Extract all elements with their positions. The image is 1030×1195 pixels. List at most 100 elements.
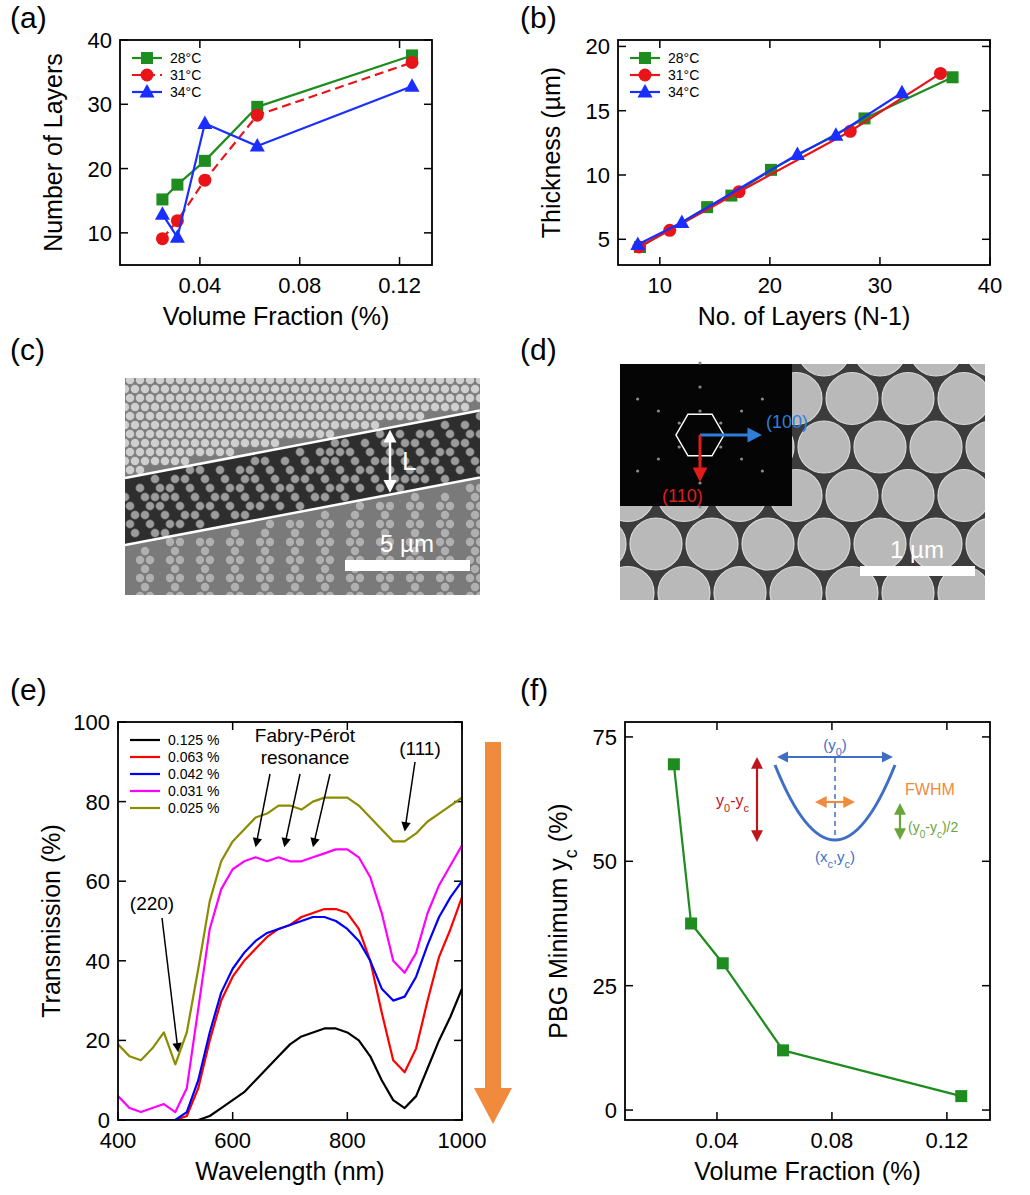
debris xyxy=(411,583,419,591)
debris xyxy=(356,538,364,546)
sphere xyxy=(375,411,384,420)
point xyxy=(668,758,680,770)
y-tick xyxy=(625,985,633,987)
sphere xyxy=(145,411,154,420)
sphere xyxy=(145,393,154,402)
sem-image: (d)(100)(110)1 µm xyxy=(520,324,1018,619)
x-tick xyxy=(831,1112,833,1120)
sphere xyxy=(466,430,475,439)
series-line xyxy=(162,86,412,237)
debris xyxy=(316,520,324,528)
debris xyxy=(141,583,149,591)
y-tick xyxy=(454,1040,462,1042)
annotation-arrow xyxy=(162,918,182,1052)
x-tick-label: 0.12 xyxy=(925,1128,968,1153)
sphere xyxy=(200,384,209,393)
sphere xyxy=(345,378,354,385)
debris xyxy=(166,574,174,582)
debris xyxy=(381,511,389,519)
debris xyxy=(176,538,184,546)
sphere xyxy=(225,411,234,420)
sphere xyxy=(316,466,325,475)
sphere xyxy=(125,378,134,385)
y-tick xyxy=(982,110,990,112)
sphere xyxy=(340,402,349,411)
sphere xyxy=(280,402,289,411)
sphere xyxy=(241,475,250,484)
subscript: c xyxy=(827,858,833,870)
sphere xyxy=(350,384,359,393)
sphere xyxy=(441,421,450,430)
sphere xyxy=(156,484,165,493)
panel-letter: (d) xyxy=(520,333,557,366)
y-tick xyxy=(120,104,128,106)
sphere xyxy=(125,438,130,447)
arrow-head xyxy=(401,822,410,832)
debris xyxy=(291,565,299,573)
figure: (a)0.040.080.1210203040Volume Fraction (… xyxy=(0,0,1030,1195)
sphere xyxy=(476,412,480,421)
debris xyxy=(176,574,184,582)
sphere xyxy=(405,411,414,420)
sphere xyxy=(320,420,329,429)
debris xyxy=(266,538,274,546)
sphere xyxy=(235,429,244,438)
inset-label: y0-yc xyxy=(716,792,749,814)
sphere xyxy=(360,402,369,411)
sphere xyxy=(335,411,344,420)
debris xyxy=(441,547,449,555)
sphere xyxy=(882,470,934,522)
sphere xyxy=(315,393,324,402)
y-tick xyxy=(424,232,432,234)
sphere xyxy=(440,384,449,393)
debris xyxy=(201,583,209,591)
panel-letter: (f) xyxy=(520,673,548,706)
y-tick xyxy=(618,46,626,48)
debris xyxy=(176,556,184,564)
panel: (b)102030405101520No. of Layers (N-1)Thi… xyxy=(520,1,1002,330)
sphere xyxy=(215,429,224,438)
sphere xyxy=(235,411,244,420)
debris xyxy=(476,502,480,510)
sphere xyxy=(126,520,135,529)
sphere xyxy=(321,493,330,502)
y-tick-label: 15 xyxy=(586,99,610,124)
sphere xyxy=(275,393,284,402)
debris xyxy=(446,574,454,582)
annotations: Fabry-Pérotresonance(111)(220) xyxy=(130,725,441,1052)
debris xyxy=(471,493,479,501)
panel-letter: (e) xyxy=(10,673,47,706)
sphere xyxy=(426,430,435,439)
y-axis-title: PBG Minimum yc (%) xyxy=(544,803,581,1038)
legend-label: 31°C xyxy=(170,67,201,83)
sphere xyxy=(326,484,335,493)
debris xyxy=(346,592,354,595)
sphere xyxy=(140,384,149,393)
sphere xyxy=(375,393,384,402)
point xyxy=(197,116,212,130)
sphere xyxy=(440,402,449,411)
debris xyxy=(196,556,204,564)
sphere xyxy=(241,493,250,502)
debris xyxy=(441,583,449,591)
debris xyxy=(171,547,179,555)
sphere xyxy=(465,378,474,385)
scale-bar xyxy=(860,566,975,576)
sphere xyxy=(658,567,710,601)
sphere xyxy=(150,456,159,465)
y-tick xyxy=(982,985,990,987)
sphere xyxy=(315,411,324,420)
sphere xyxy=(355,411,364,420)
debris xyxy=(236,574,244,582)
annotation-arrow xyxy=(310,774,330,847)
x-tick xyxy=(232,722,234,730)
sphere xyxy=(445,393,454,402)
sphere xyxy=(798,518,850,570)
debris xyxy=(296,574,304,582)
sphere xyxy=(416,448,425,457)
sphere xyxy=(366,466,375,475)
sphere xyxy=(305,393,314,402)
series-line xyxy=(162,55,412,199)
sphere xyxy=(251,457,260,466)
sphere xyxy=(295,411,304,420)
